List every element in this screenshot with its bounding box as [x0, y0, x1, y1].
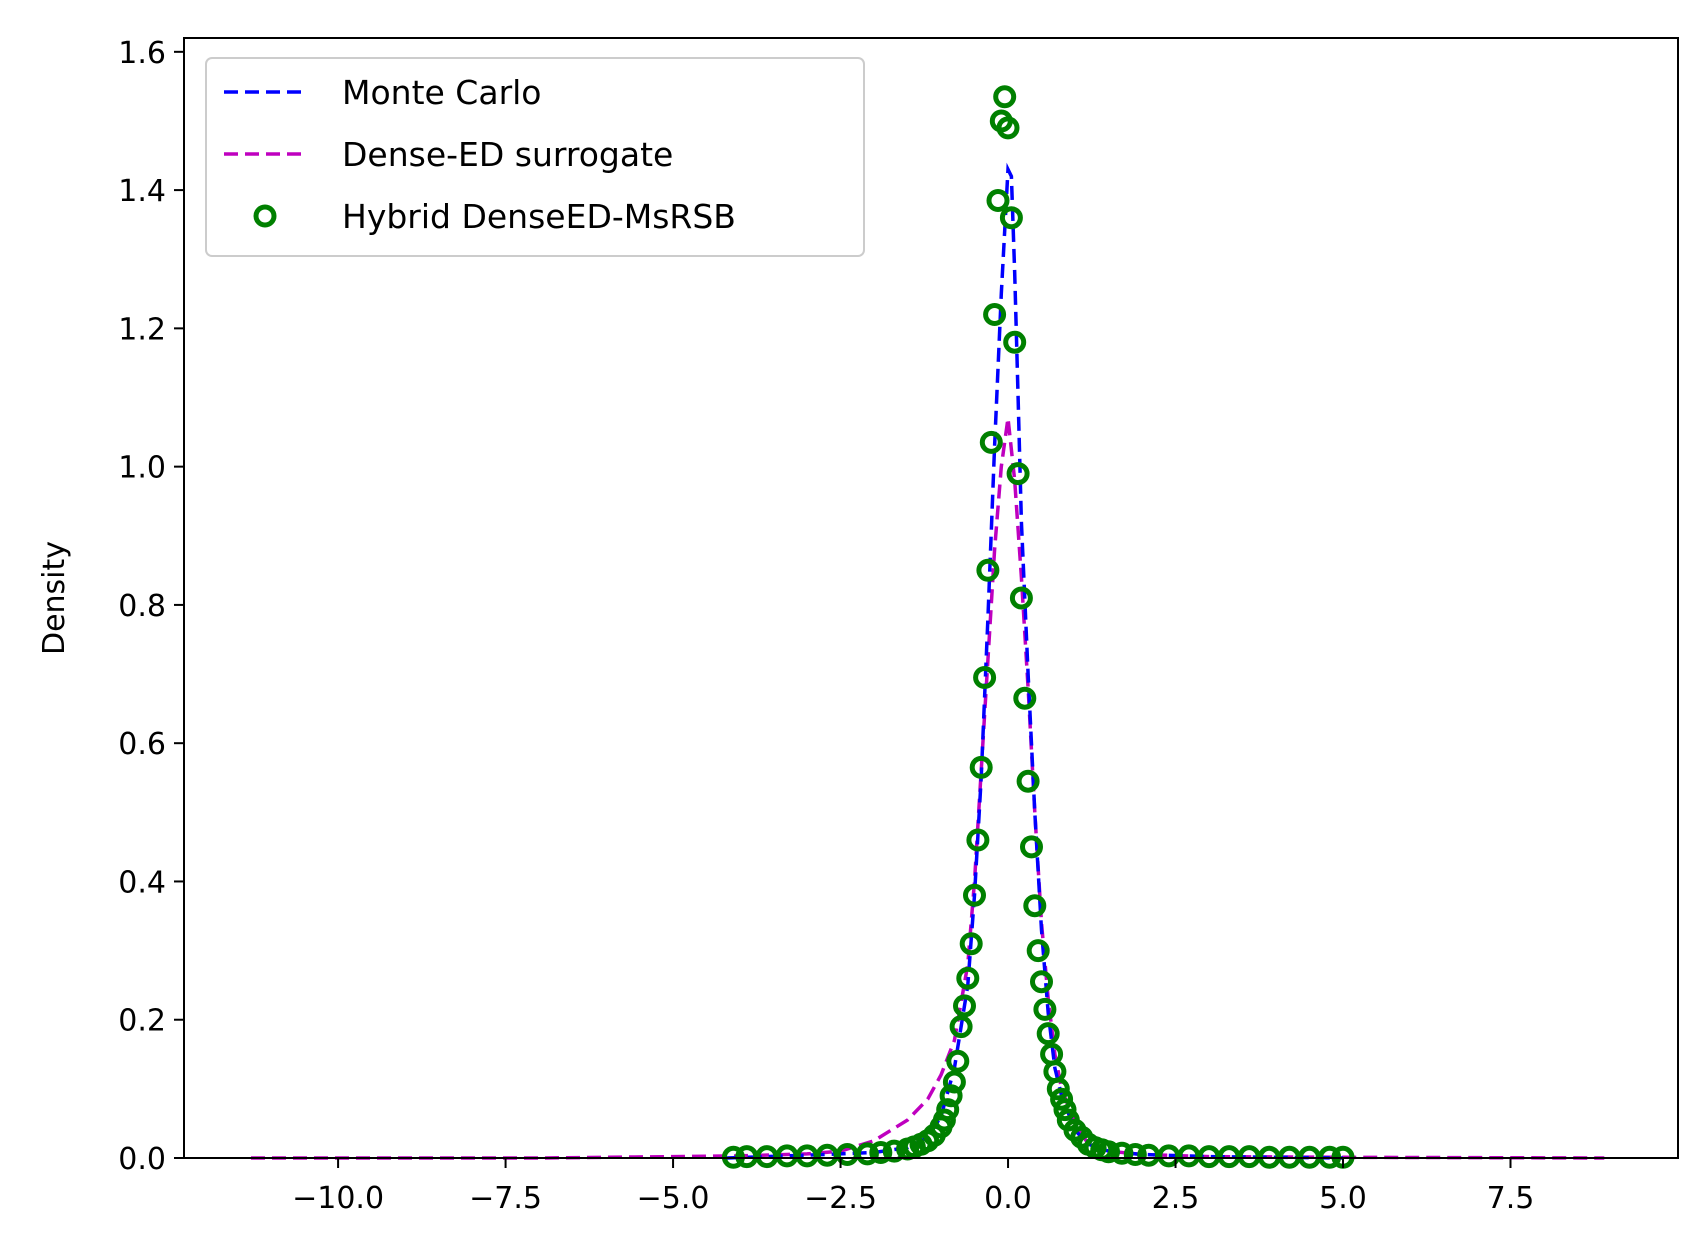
- hybrid-point: [1023, 894, 1047, 918]
- hybrid-point: [939, 1084, 963, 1108]
- hybrid-point: [1097, 1140, 1120, 1164]
- hybrid-point: [996, 116, 1020, 140]
- hybrid-point: [1009, 586, 1033, 610]
- hybrid-point: [942, 1070, 966, 1094]
- hybrid-point: [963, 883, 986, 907]
- x-tick-label: 5.0: [1319, 1181, 1367, 1216]
- y-tick-label: 1.0: [118, 451, 166, 486]
- y-tick-label: 1.6: [118, 36, 166, 71]
- x-tick-label: −5.0: [637, 1181, 710, 1216]
- x-tick-label: 2.5: [1152, 1181, 1200, 1216]
- hybrid-point: [993, 85, 1017, 109]
- hybrid-point: [882, 1139, 906, 1163]
- y-tick-label: 0.4: [118, 865, 166, 900]
- hybrid-point: [1053, 1098, 1077, 1122]
- x-tick-label: −10.0: [292, 1181, 384, 1216]
- hybrid-point: [976, 558, 1000, 582]
- hybrid-point: [1036, 1022, 1060, 1046]
- hybrid-point: [956, 966, 980, 990]
- hybrid-point: [932, 1108, 956, 1132]
- hybrid-point: [1123, 1143, 1147, 1166]
- hybrid-point: [1046, 1077, 1070, 1101]
- hybrid-point: [986, 189, 1010, 212]
- hybrid-point: [999, 206, 1023, 230]
- x-axis: −10.0 −7.5 −5.0 −2.5 0.0 2.5 5.0 7.5: [292, 1158, 1534, 1216]
- hybrid-point: [983, 303, 1007, 326]
- y-axis: 0.0 0.2 0.4 0.6 0.8 1.0 1.2 1.4 1.6: [118, 36, 184, 1177]
- hybrid-point: [936, 1098, 960, 1122]
- hybrid-point: [946, 1049, 970, 1073]
- x-tick-label: −2.5: [804, 1181, 877, 1216]
- y-tick-label: 0.6: [118, 727, 166, 762]
- x-tick-label: −7.5: [469, 1181, 542, 1216]
- y-tick-label: 0.8: [118, 589, 166, 624]
- hybrid-point: [979, 430, 1003, 454]
- y-tick-label: 0.2: [118, 1004, 166, 1039]
- legend-label-hybrid: Hybrid DenseED-MsRSB: [342, 197, 736, 236]
- monte-carlo-line: [726, 162, 1344, 1160]
- hybrid-point: [855, 1142, 879, 1166]
- hybrid-point: [1026, 939, 1050, 963]
- hybrid-point: [1033, 997, 1057, 1021]
- hybrid-point: [973, 666, 997, 689]
- y-tick-label: 0.0: [118, 1142, 166, 1177]
- series-layer: [251, 85, 1605, 1169]
- legend-swatch-hybrid: [253, 204, 277, 228]
- legend-box: [205, 57, 865, 257]
- hybrid-point: [1003, 330, 1027, 354]
- x-tick-label: 0.0: [984, 1181, 1032, 1216]
- hybrid-point: [869, 1141, 893, 1164]
- y-tick-label: 1.2: [118, 312, 166, 347]
- hybrid-point: [969, 755, 993, 779]
- hybrid-point: [1013, 686, 1037, 710]
- y-tick-label: 1.4: [118, 174, 166, 209]
- x-tick-label: 7.5: [1487, 1181, 1535, 1216]
- legend-label-dense-ed-surrogate: Dense-ED surrogate: [342, 135, 673, 174]
- hybrid-point: [949, 1015, 973, 1039]
- hybrid-point: [1110, 1141, 1134, 1165]
- legend: Monte Carlo Dense-ED surrogate Hybrid De…: [205, 57, 865, 257]
- legend-label-monte-carlo: Monte Carlo: [342, 73, 542, 112]
- y-axis-title: Density: [37, 541, 72, 655]
- hybrid-point: [1016, 769, 1040, 793]
- hybrid-point: [959, 932, 983, 956]
- hybrid-point: [966, 828, 990, 852]
- hybrid-point: [1006, 462, 1030, 486]
- plot-frame: [183, 37, 1679, 1159]
- hybrid-point: [1030, 970, 1053, 994]
- hybrid-point: [953, 994, 976, 1018]
- hybrid-point: [1020, 835, 1043, 859]
- hybrid-point: [1050, 1087, 1074, 1111]
